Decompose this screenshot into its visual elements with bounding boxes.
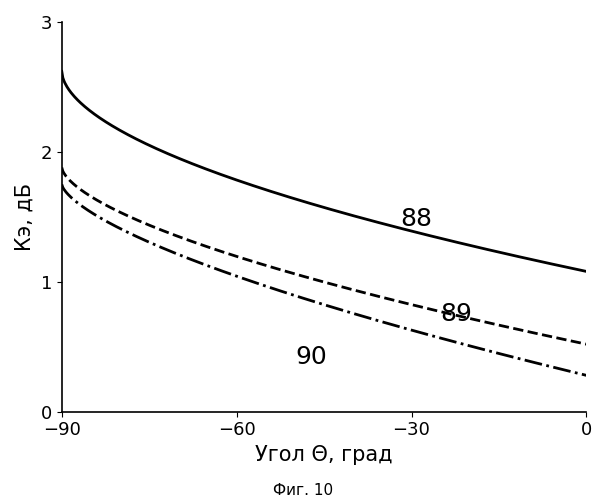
Text: Фиг. 10: Фиг. 10 <box>273 483 334 498</box>
Text: 89: 89 <box>441 302 472 326</box>
X-axis label: Угол Θ, град: Угол Θ, град <box>256 445 393 465</box>
Y-axis label: Кэ, дБ: Кэ, дБ <box>15 183 35 251</box>
Text: 88: 88 <box>400 208 432 232</box>
Text: 90: 90 <box>295 345 327 369</box>
